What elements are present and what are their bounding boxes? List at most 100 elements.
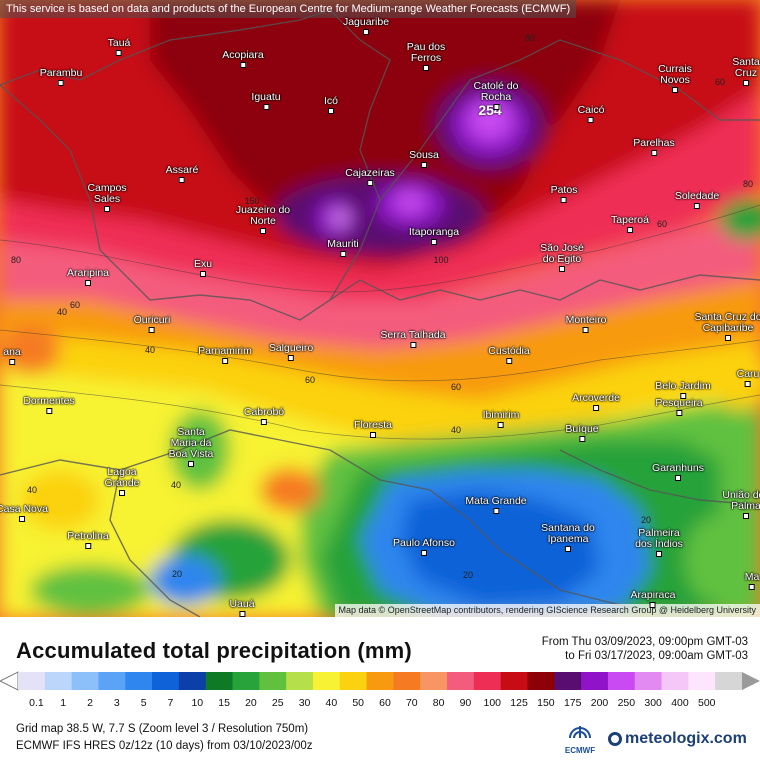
city-marker[interactable]: Pesqueira [655, 398, 703, 416]
city-marker[interactable]: Iguatu [251, 92, 281, 110]
city-marker[interactable]: Itaporanga [409, 227, 459, 245]
meteologix-logo[interactable]: meteologix.com [608, 730, 747, 748]
city-marker[interactable]: Taperoá [611, 215, 649, 233]
city-marker[interactable]: Patos [551, 185, 577, 203]
scale-swatch [447, 672, 475, 690]
precipitation-map[interactable]: This service is based on data and produc… [0, 0, 760, 617]
city-marker[interactable]: Jaguaribe [343, 17, 389, 35]
scale-tick-label: 30 [298, 697, 311, 709]
map-attribution[interactable]: Map data © OpenStreetMap contributors, r… [334, 604, 760, 617]
city-label: Caicó [577, 104, 605, 116]
city-dot [694, 203, 700, 209]
city-marker[interactable]: Santana do Ipanema [535, 523, 601, 552]
city-marker[interactable]: Ibimirim [483, 410, 519, 428]
city-marker[interactable]: Casa Nova [0, 504, 48, 522]
city-label: Serra Talhada [380, 329, 446, 341]
city-marker[interactable]: Mata Grande [465, 496, 527, 514]
city-marker[interactable]: União dos Palma [720, 490, 760, 519]
city-marker[interactable]: Custódia [488, 346, 530, 364]
city-dot [119, 490, 125, 496]
city-marker[interactable]: Parnamirim [198, 346, 252, 364]
city-marker[interactable]: Santa Cruz [730, 57, 760, 86]
contour-label: 40 [144, 345, 156, 355]
city-marker[interactable]: Cajazeiras [345, 168, 395, 186]
city-marker[interactable]: Lagoa Grande [97, 467, 147, 496]
city-marker[interactable]: Mauriti [327, 239, 359, 257]
scale-swatch [554, 672, 582, 690]
city-label: Belo Jardim [655, 380, 711, 392]
city-marker[interactable]: Santa Maria da Boa Vista [165, 427, 217, 467]
scale-tick-label: 300 [644, 697, 662, 709]
city-marker[interactable]: Currais Novos [652, 64, 698, 93]
city-marker[interactable]: Palmeira dos Índios [629, 528, 689, 557]
city-marker[interactable]: Ouricuri [134, 315, 170, 333]
scale-swatch [178, 672, 207, 690]
city-marker[interactable]: ana [3, 347, 21, 365]
scale-swatch [152, 672, 180, 690]
city-marker[interactable]: Caicó [577, 104, 605, 123]
scale-swatch [527, 672, 555, 690]
city-dot [505, 358, 512, 364]
city-marker[interactable]: Uauá [229, 599, 255, 617]
city-marker[interactable]: Serra Talhada [380, 329, 446, 348]
city-dot [560, 197, 567, 203]
scale-swatch [581, 672, 609, 690]
scale-tick-label: 25 [271, 697, 284, 709]
city-marker[interactable]: Paulo Afonso [393, 538, 455, 556]
city-marker[interactable]: Parelhas [633, 138, 675, 156]
city-marker[interactable]: Caru [737, 369, 759, 387]
model-info: ECMWF IFS HRES 0z/12z (10 days) from 03/… [16, 740, 313, 752]
city-dot [743, 513, 749, 519]
city-dot [104, 206, 110, 212]
city-marker[interactable]: Pau dos Ferros [401, 42, 451, 71]
city-dot [116, 50, 122, 56]
city-dot [260, 228, 266, 234]
city-marker[interactable]: Tauá [108, 38, 130, 56]
city-marker[interactable]: Belo Jardim [655, 380, 711, 399]
city-marker[interactable]: Petrolina [67, 531, 109, 549]
scale-tick-label: 20 [245, 697, 257, 709]
city-marker[interactable]: Soledade [675, 191, 719, 209]
city-marker[interactable]: Arcoverde [572, 393, 620, 411]
scale-swatch [500, 672, 528, 690]
city-marker[interactable]: Assaré [165, 164, 199, 183]
city-marker[interactable]: Cabrobó [244, 407, 284, 425]
city-marker[interactable]: Monteiro [566, 315, 606, 333]
city-marker[interactable]: Salgueiro [269, 343, 313, 361]
city-marker[interactable]: Catolé do Rocha [469, 81, 524, 110]
contour-label: 40 [450, 425, 462, 435]
color-scale-ticks: 0.1 1 2 3 5 7 10 15 20 25 30 40 50 60 70 80 90 100 125 150 1… [0, 697, 760, 711]
city-dot [327, 108, 334, 114]
city-marker[interactable]: Sousa [409, 150, 439, 168]
contour-label: 60 [714, 77, 726, 87]
city-dot [656, 551, 662, 557]
city-marker[interactable]: Floresta [354, 420, 392, 438]
city-label: Garanhuns [652, 462, 704, 474]
city-marker[interactable]: Juazeiro do Norte [231, 205, 295, 234]
city-marker[interactable]: Dormentes [23, 396, 75, 414]
city-marker[interactable]: Santa Cruz do Capibaribe [688, 312, 760, 341]
city-label: Buíque [565, 423, 599, 435]
city-marker[interactable]: São José do Egito [537, 243, 587, 272]
city-marker[interactable]: Ma [745, 572, 759, 590]
ecmwf-logo[interactable]: ECMWF [558, 722, 602, 756]
city-marker[interactable]: Icó [324, 96, 338, 114]
city-label: Arapiraca [630, 589, 676, 601]
scale-swatch [259, 672, 287, 690]
city-marker[interactable]: Campos Sales [81, 183, 133, 212]
city-marker[interactable]: Araripina [67, 268, 109, 286]
city-dot [559, 266, 565, 272]
city-marker[interactable]: Parambu [40, 68, 82, 86]
city-dot [9, 359, 15, 365]
city-dot [431, 239, 437, 245]
city-label: Paulo Afonso [393, 537, 455, 549]
city-marker[interactable]: Garanhuns [652, 463, 704, 481]
city-marker[interactable]: Acopiara [222, 50, 264, 68]
city-dot [649, 602, 656, 608]
city-marker[interactable]: Exu [194, 259, 212, 277]
city-marker[interactable]: Arapiraca [630, 589, 676, 608]
city-marker[interactable]: Buíque [565, 423, 599, 442]
city-label: Lagoa Grande [104, 466, 140, 489]
contour-label: 40 [56, 307, 68, 317]
city-label: Assaré [165, 164, 199, 176]
